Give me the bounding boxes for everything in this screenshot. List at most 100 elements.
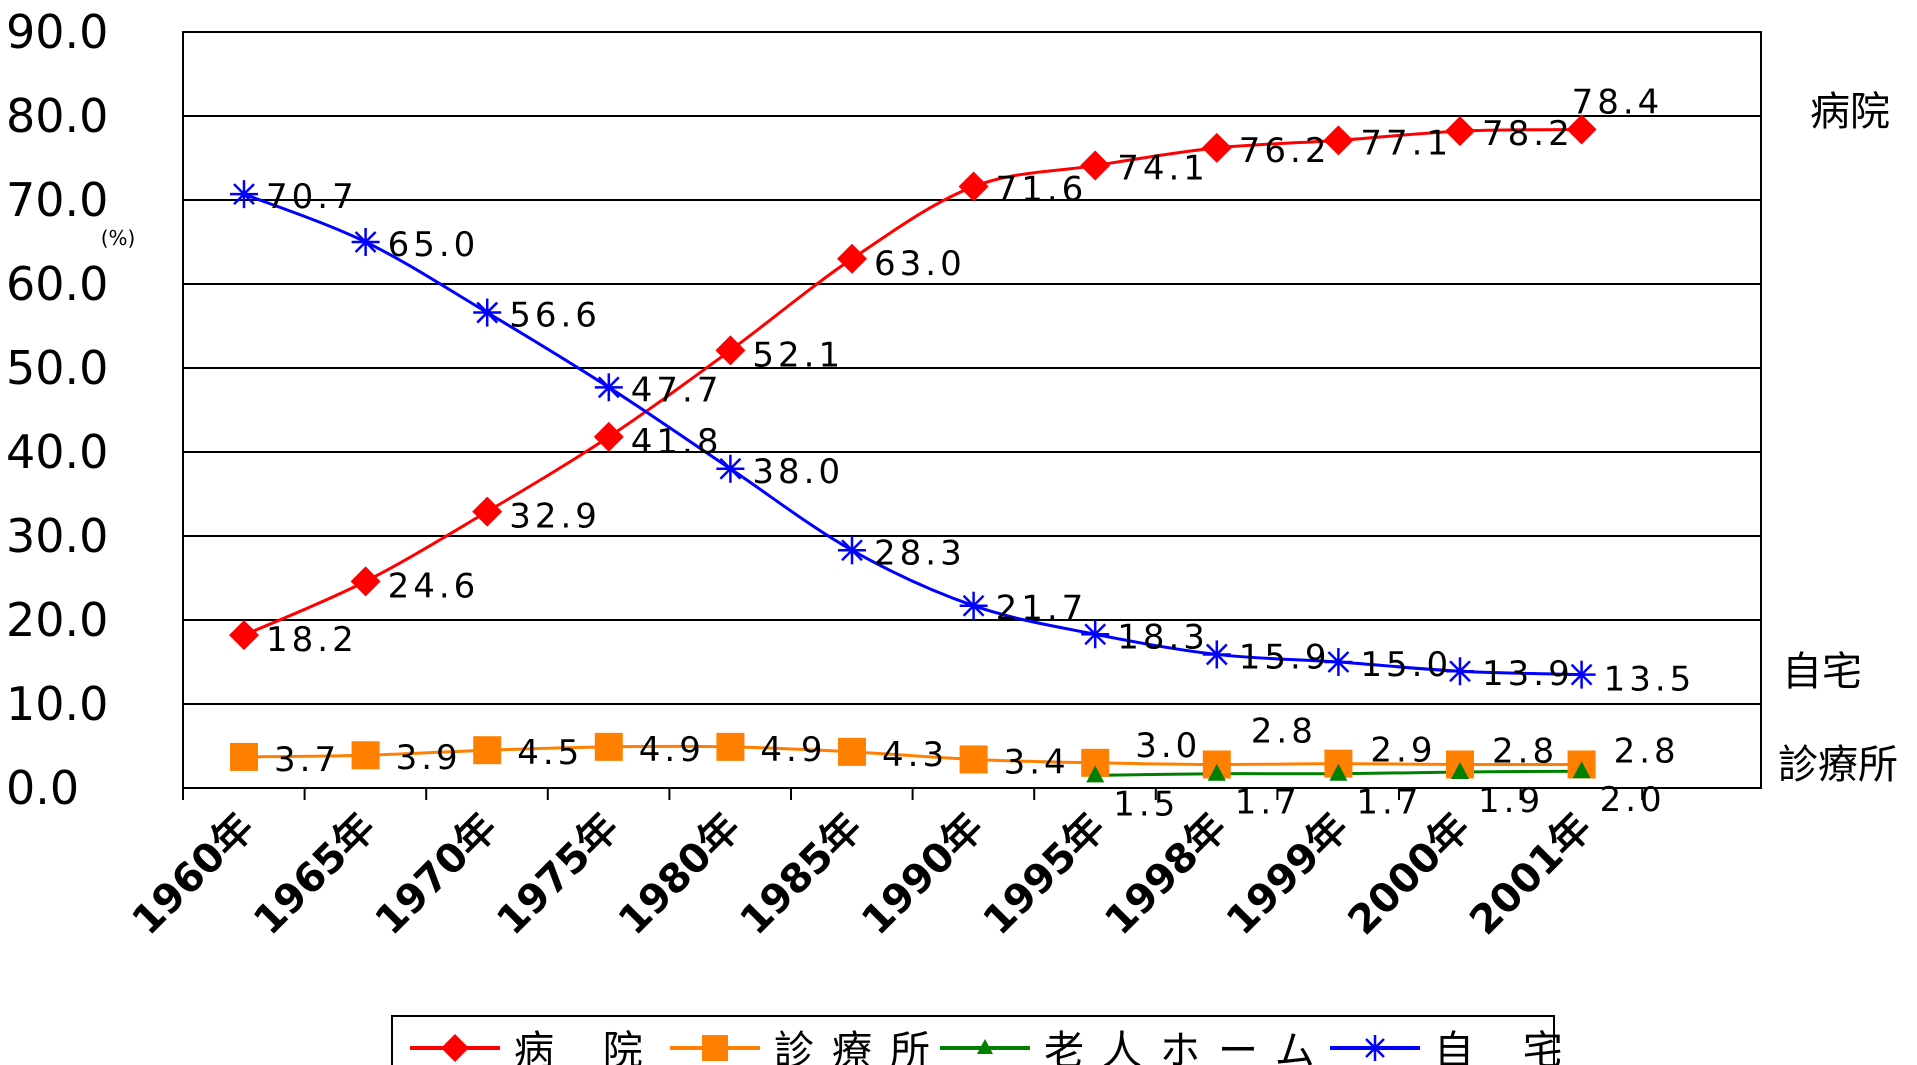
y-tick-label: 50.0 (6, 341, 108, 395)
data-label-hospital: 63.0 (874, 244, 966, 284)
marker-stroke (1449, 660, 1471, 683)
y-axis: 0.0 10.0 20.0 30.0 40.0 50.0 60.0 70.0 80.0 90.0 (6, 5, 108, 815)
marker-clinic (230, 742, 258, 771)
marker-stroke (841, 539, 863, 562)
marker-stroke (354, 231, 377, 253)
y-tick-label: 0.0 (6, 761, 79, 815)
marker-home (1446, 657, 1474, 686)
series-markers (229, 114, 1597, 783)
marker-hospital (472, 496, 503, 527)
x-tick-label: 1975年 (488, 805, 628, 945)
marker-nursing (1086, 765, 1105, 783)
data-label-home: 13.9 (1482, 654, 1574, 694)
x-tick-label: 1985年 (732, 805, 872, 945)
marker-hospital (593, 421, 624, 452)
legend: 病 院 診療所 老人ホーム 自 宅 (391, 1015, 1563, 1065)
data-label-clinic: 4.3 (882, 735, 948, 775)
data-label-clinic: 2.8 (1614, 731, 1680, 771)
data-label-clinic: 3.0 (1135, 726, 1201, 766)
marker-nursing (1329, 763, 1348, 781)
data-label-clinic: 3.4 (1004, 742, 1070, 782)
marker-hospital (958, 171, 989, 202)
data-label-clinic: 2.9 (1370, 731, 1436, 771)
x-tick-label: 1965年 (245, 805, 385, 945)
data-label-hospital: 71.6 (996, 170, 1088, 210)
marker-home (959, 591, 988, 620)
plot-area (182, 31, 1762, 789)
y-tick-label: 90.0 (6, 5, 108, 59)
gridlines (183, 115, 1761, 705)
marker-home (838, 536, 866, 565)
data-label-hospital: 32.9 (509, 497, 601, 537)
data-label-hospital: 74.1 (1117, 149, 1209, 189)
x-tick-label: 1980年 (610, 805, 750, 945)
data-label-nursing: 1.7 (1356, 783, 1422, 823)
data-label-home: 28.3 (874, 533, 966, 573)
marker-home (594, 373, 623, 402)
y-tick-label: 20.0 (6, 593, 108, 647)
legend-label-clinic: 診療所 (774, 1028, 948, 1065)
legend-marker-clinic (702, 1035, 728, 1061)
y-tick-label: 10.0 (6, 677, 108, 731)
marker-clinic (351, 741, 380, 770)
marker-stroke (1570, 663, 1593, 686)
data-label-home: 15.0 (1360, 645, 1452, 685)
marker-clinic (716, 732, 745, 761)
y-tick-label: 70.0 (6, 173, 108, 227)
marker-home (1567, 660, 1596, 689)
data-label-home: 18.3 (1117, 617, 1209, 657)
data-label-hospital: 77.1 (1360, 123, 1452, 163)
data-label-nursing: 1.7 (1235, 783, 1301, 823)
data-label-nursing: 2.0 (1600, 780, 1666, 820)
data-label-hospital: 18.2 (266, 620, 358, 660)
data-label-clinic: 3.9 (396, 738, 462, 778)
data-label-home: 13.5 (1604, 660, 1696, 700)
data-label-home: 56.6 (509, 296, 601, 336)
marker-hospital (1201, 132, 1232, 163)
marker-hospital (1445, 116, 1475, 147)
data-label-clinic: 3.7 (274, 740, 340, 780)
y-tick-label: 40.0 (6, 425, 108, 479)
marker-hospital (350, 566, 381, 597)
legend-label-hospital: 病 院 (514, 1028, 661, 1065)
data-label-home: 65.0 (388, 225, 480, 265)
data-label-home: 70.7 (266, 177, 358, 217)
side-label-clinic: 診療所 (1778, 742, 1898, 788)
legend-box (391, 1015, 1555, 1065)
data-label-clinic: 4.5 (517, 733, 583, 773)
x-tick-label: 1990年 (853, 805, 993, 945)
data-label-hospital: 41.8 (631, 422, 723, 462)
marker-home (230, 180, 258, 209)
data-label-hospital: 78.4 (1572, 82, 1664, 122)
marker-home (1202, 640, 1231, 669)
marker-stroke (1205, 643, 1228, 666)
legend-label-nursing: 老人ホーム (1044, 1028, 1333, 1065)
marker-stroke (597, 376, 620, 399)
data-label-clinic: 2.8 (1251, 711, 1317, 751)
data-label-hospital: 52.1 (752, 335, 844, 375)
data-label-home: 38.0 (752, 452, 844, 492)
data-label-nursing: 1.5 (1113, 784, 1179, 824)
y-tick-label: 60.0 (6, 257, 108, 311)
marker-nursing (1572, 761, 1591, 779)
x-tick-label: 1970年 (367, 805, 507, 945)
x-tick-label: 2001年 (1461, 805, 1601, 945)
data-label-hospital: 78.2 (1482, 114, 1574, 154)
y-tick-label: 30.0 (6, 509, 108, 563)
marker-nursing (1207, 763, 1226, 781)
marker-stroke (1084, 623, 1107, 646)
side-label-hospital: 病院 (1810, 89, 1890, 135)
x-tick-label: 1998年 (1096, 805, 1236, 945)
marker-stroke (719, 457, 742, 480)
data-label-clinic: 4.9 (639, 730, 705, 770)
data-label-hospital: 76.2 (1239, 131, 1331, 171)
marker-hospital (715, 335, 746, 366)
data-label-home: 47.7 (631, 370, 723, 410)
x-tick-label: 2000年 (1340, 805, 1480, 945)
data-label-clinic: 2.8 (1492, 731, 1558, 771)
marker-hospital (1566, 114, 1597, 145)
marker-hospital (1323, 125, 1354, 156)
side-label-home: 自宅 (1782, 649, 1862, 695)
